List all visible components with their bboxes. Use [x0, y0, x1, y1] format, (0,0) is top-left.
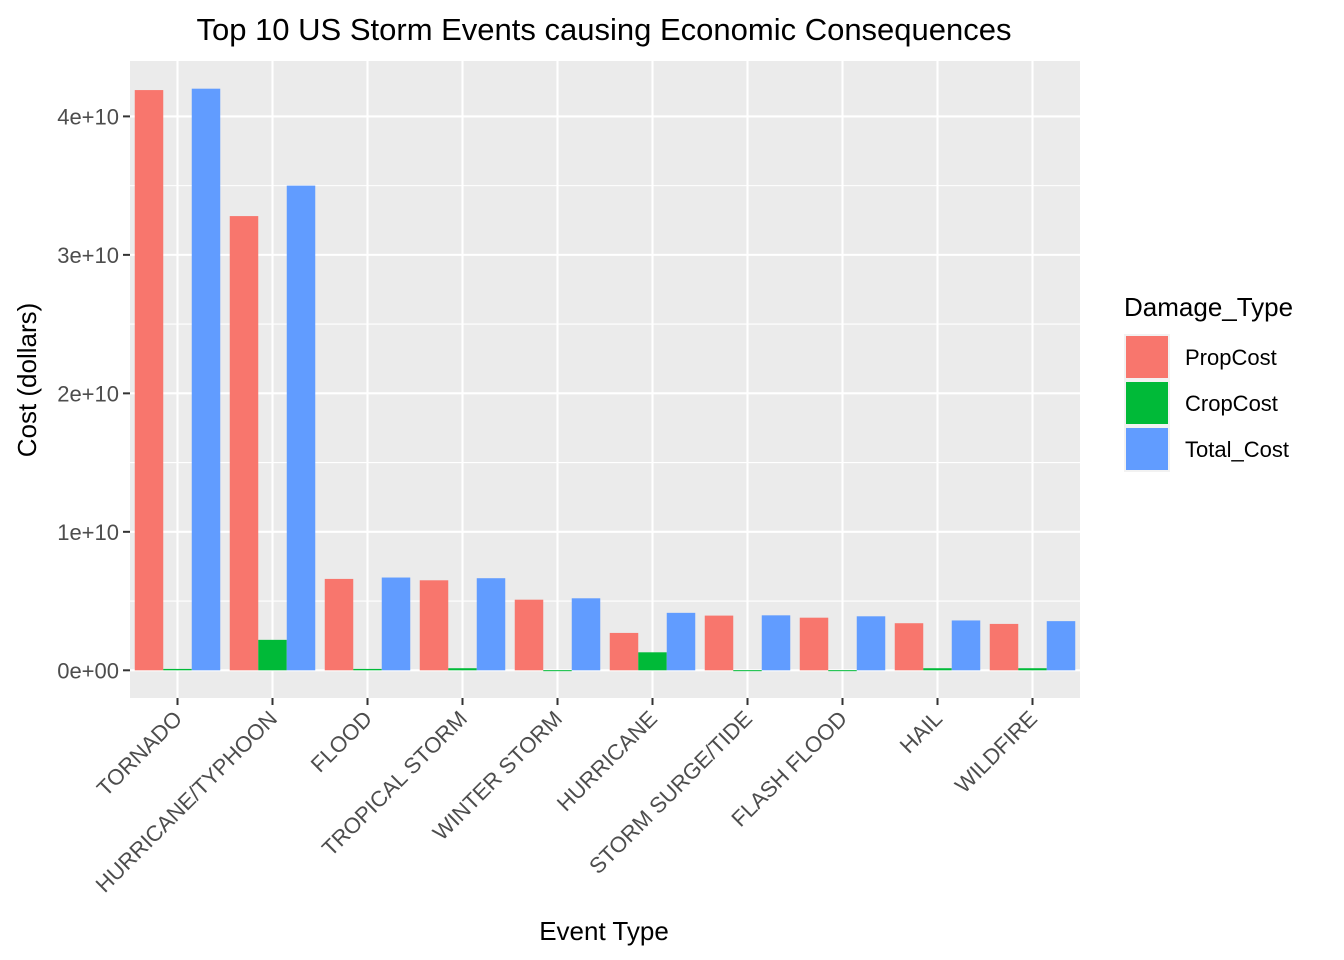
bar-propcost [514, 599, 544, 671]
chart-title: Top 10 US Storm Events causing Economic … [196, 12, 1011, 47]
x-axis-title: Event Type [539, 916, 669, 946]
bar-total-cost [666, 612, 696, 671]
legend-label: PropCost [1185, 345, 1277, 370]
legend-label: Total_Cost [1185, 437, 1289, 462]
x-tick-label: TORNADO [92, 706, 187, 801]
bar-propcost [989, 623, 1019, 671]
bar-propcost [419, 580, 449, 671]
bar-cropcost [353, 668, 382, 671]
x-tick-label: STORM SURGE/TIDE [584, 706, 757, 879]
legend: Damage_Type PropCost CropCost Total_Cost [1124, 292, 1293, 472]
y-tick-label: 2e+10 [57, 381, 119, 406]
bar-propcost [324, 578, 354, 671]
bar-cropcost [448, 668, 477, 671]
bar-propcost [609, 632, 639, 671]
bar-total-cost [1046, 621, 1076, 671]
x-tick-label: HAIL [895, 706, 947, 758]
bar-propcost [704, 615, 734, 671]
bar-cropcost [923, 668, 952, 671]
bar-propcost [799, 617, 829, 671]
y-tick-label: 0e+00 [57, 658, 119, 683]
bar-cropcost [1018, 668, 1047, 671]
legend-swatch [1126, 428, 1168, 470]
legend-title: Damage_Type [1124, 292, 1293, 322]
bar-total-cost [761, 615, 791, 671]
legend-swatch [1126, 336, 1168, 378]
bar-cropcost [733, 670, 762, 672]
y-tick-label: 4e+10 [57, 104, 119, 129]
y-tick-label: 3e+10 [57, 243, 119, 268]
x-tick-label: HURRICANE/TYPHOON [91, 706, 282, 897]
bar-propcost [229, 216, 259, 671]
legend-swatch [1126, 382, 1168, 424]
x-tick-label: FLOOD [306, 706, 377, 777]
bar-total-cost [191, 88, 221, 671]
y-tick-label: 1e+10 [57, 520, 119, 545]
bar-propcost [134, 90, 164, 671]
bars [134, 88, 1076, 672]
bar-cropcost [258, 639, 287, 671]
bar-total-cost [381, 577, 411, 671]
bar-total-cost [856, 616, 886, 671]
bar-total-cost [476, 578, 506, 671]
bar-propcost [894, 623, 924, 671]
bar-cropcost [828, 670, 857, 672]
bar-total-cost [571, 598, 601, 671]
x-tick-label: WILDFIRE [950, 706, 1042, 798]
y-axis: 0e+00 1e+10 2e+10 3e+10 4e+10 [57, 104, 130, 683]
bar-total-cost [286, 185, 316, 671]
legend-items: PropCost CropCost Total_Cost [1124, 334, 1289, 472]
bar-cropcost [638, 652, 667, 671]
legend-label: CropCost [1185, 391, 1278, 416]
bar-cropcost [163, 668, 192, 671]
y-axis-title: Cost (dollars) [12, 303, 42, 458]
bar-total-cost [951, 620, 981, 671]
bar-cropcost [543, 670, 572, 672]
